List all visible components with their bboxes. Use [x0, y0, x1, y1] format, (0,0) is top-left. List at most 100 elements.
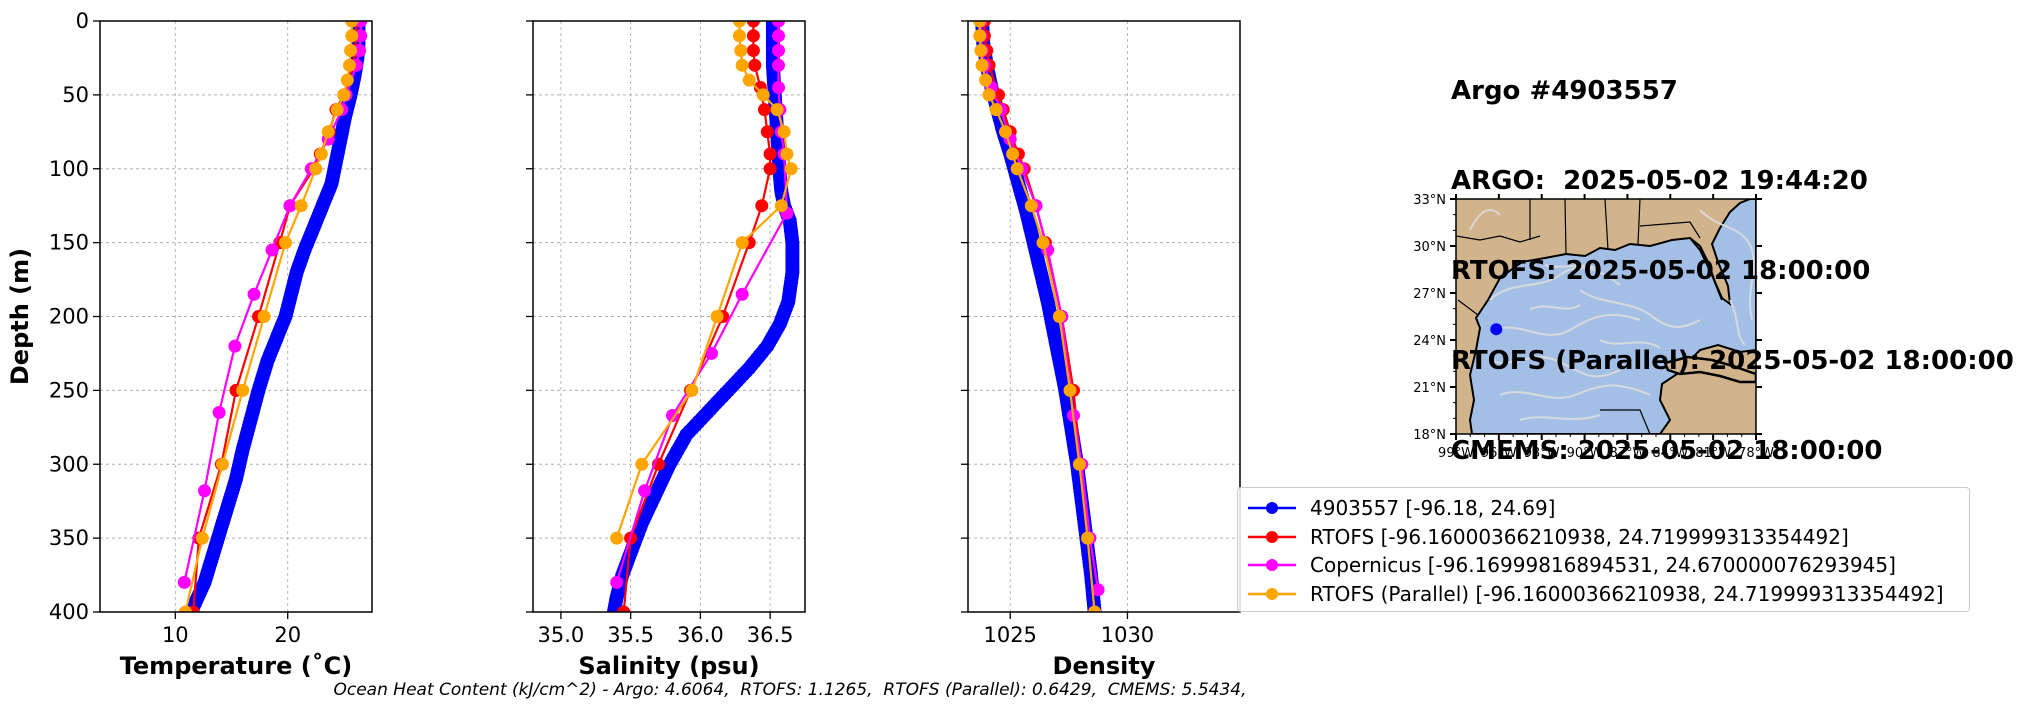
x-tick-label: 36.0: [677, 623, 724, 647]
legend-swatch: [1248, 559, 1296, 572]
title-line: ARGO: 2025-05-02 19:44:20: [1451, 166, 1868, 196]
map-x-tick-label: 93°W: [1524, 446, 1560, 461]
data-point: [666, 409, 679, 422]
y-axis-label: Depth (m): [6, 248, 34, 385]
data-point: [746, 21, 760, 28]
data-point: [755, 199, 769, 213]
series-group: [177, 21, 368, 612]
data-point: [617, 605, 631, 612]
legend-swatch: [1248, 530, 1296, 543]
data-point: [345, 21, 359, 28]
data-point: [758, 103, 771, 117]
land-borders: [1456, 199, 1701, 434]
data-point: [1072, 457, 1086, 471]
salinity-panel: 35.0 35.5 36.0 36.5 Salinity (psu): [526, 20, 806, 680]
temperature-panel: 0 50 100 150 200 250 300 350 400 10 20 Temperature …: [6, 9, 373, 680]
y-tick-label: 400: [49, 600, 89, 624]
data-point: [314, 147, 328, 161]
legend-swatch: [1248, 502, 1296, 515]
data-point: [195, 531, 209, 545]
data-point: [638, 484, 652, 498]
data-point: [735, 58, 749, 72]
data-point: [247, 287, 261, 301]
legend-label: 4903557 [-96.18, 24.69]: [1310, 496, 1556, 521]
data-point: [177, 575, 191, 589]
x-axis-label: Density: [1053, 652, 1156, 680]
data-point: [1091, 583, 1105, 597]
map-x-tick-label: 84°W: [1652, 446, 1688, 461]
series-group: [973, 21, 1105, 612]
data-point: [975, 58, 989, 72]
inset-map: 99°W 96°W 93°W 90°W 87°W 84°W 81°W 78°W 18°N 21°N…: [1413, 193, 1774, 461]
title-line: CMEMS: 2025-05-02 18:00:00: [1451, 436, 1883, 466]
x-tick-label: 10: [162, 623, 189, 647]
title-line: RTOFS: 2025-05-02 18:00:00: [1451, 256, 1871, 286]
title-line: Argo #4903557: [1451, 76, 1678, 106]
florida-coast: [1689, 237, 1723, 301]
legend-label: RTOFS (Parallel) [-96.16000366210938, 24…: [1310, 581, 1944, 606]
map-x-tick-label: 90°W: [1567, 446, 1603, 461]
map-x-tick-label: 78°W: [1738, 446, 1774, 461]
data-point: [763, 162, 777, 176]
x-tick-label: 36.5: [747, 623, 794, 647]
cuba: [1663, 355, 1756, 384]
data-point: [735, 287, 749, 301]
data-point: [735, 236, 749, 250]
map-x-tick-label: 96°W: [1481, 446, 1517, 461]
data-point: [756, 88, 770, 102]
data-point: [610, 575, 624, 589]
data-point: [283, 199, 297, 213]
y-tick-label: 150: [49, 231, 89, 255]
data-point: [321, 125, 335, 139]
legend-entry: Copernicus [-96.16999816894531, 24.67000…: [1246, 551, 1961, 580]
data-point: [1088, 605, 1102, 612]
x-axis-label: Salinity (psu): [578, 652, 759, 680]
data-point: [354, 29, 368, 43]
data-point: [742, 73, 756, 87]
data-point: [772, 21, 785, 28]
y-tick-label: 50: [62, 83, 89, 107]
data-point: [340, 73, 354, 87]
data-point: [279, 236, 292, 250]
title-line: RTOFS (Parallel): 2025-05-02 18:00:00: [1451, 346, 2014, 376]
legend-entry: 4903557 [-96.18, 24.69]: [1246, 494, 1961, 523]
current-streamlines: [1469, 209, 1755, 421]
data-point: [748, 58, 762, 72]
series-line: [983, 21, 1096, 612]
data-point: [784, 162, 798, 176]
data-point: [257, 310, 271, 323]
data-point: [732, 21, 746, 28]
data-point: [746, 44, 760, 57]
legend-label: RTOFS [-96.16000366210938, 24.7199993133…: [1310, 524, 1849, 549]
y-tick-label: 300: [49, 452, 89, 476]
map-x-tick-label: 87°W: [1609, 446, 1645, 461]
map-ticks: 99°W 96°W 93°W 90°W 87°W 84°W 81°W 78°W 18°N 21°N…: [1413, 193, 1774, 461]
x-tick-label: 1025: [983, 623, 1036, 647]
x-tick-label: 35.5: [607, 623, 654, 647]
data-point: [1006, 147, 1020, 161]
data-point: [606, 605, 621, 612]
data-point: [973, 21, 987, 28]
data-point: [337, 88, 351, 102]
data-point: [198, 484, 211, 498]
data-point: [228, 339, 242, 353]
data-point: [772, 58, 785, 72]
map-y-tick-label: 27°N: [1413, 287, 1446, 302]
legend-swatch: [1248, 587, 1296, 600]
data-point: [973, 29, 987, 43]
data-point: [746, 29, 760, 43]
series-line: [615, 21, 793, 539]
plot-title: Argo #4903557 ARGO: 2025-05-02 19:44:20 …: [1451, 16, 2014, 496]
data-point: [989, 103, 1003, 117]
legend-entry: RTOFS [-96.16000366210938, 24.7199993133…: [1246, 523, 1961, 552]
data-point: [982, 88, 996, 102]
data-point: [772, 44, 785, 57]
data-point: [710, 310, 724, 323]
map-y-tick-label: 18°N: [1413, 428, 1446, 443]
map-frame: [1455, 198, 1757, 435]
legend-label: Copernicus [-96.16999816894531, 24.67000…: [1310, 553, 1896, 578]
data-point: [1081, 531, 1095, 545]
x-tick-label: 20: [274, 623, 301, 647]
data-point: [763, 147, 777, 161]
